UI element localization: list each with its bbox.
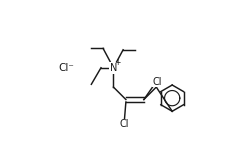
- Text: Cl: Cl: [152, 77, 162, 87]
- Text: N: N: [110, 63, 117, 73]
- Text: Cl: Cl: [120, 119, 129, 129]
- Text: +: +: [114, 58, 120, 67]
- Text: Cl⁻: Cl⁻: [59, 63, 74, 73]
